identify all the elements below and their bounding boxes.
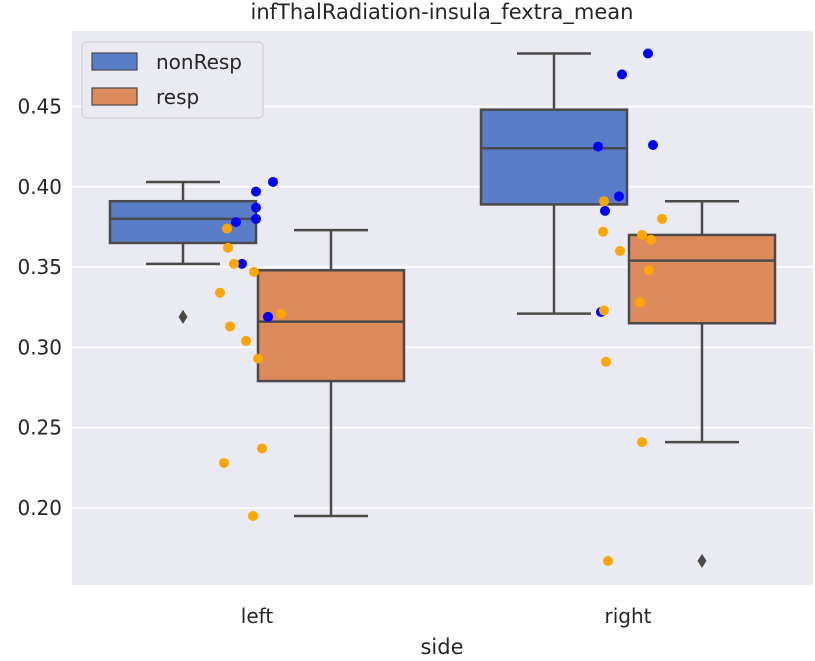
y-tick-label: 0.30 [17,335,62,359]
data-point-nonResp [251,202,261,213]
data-point-nonResp [614,191,624,202]
data-point-resp [219,457,229,468]
data-point-resp [249,266,259,277]
outlier-marker [178,309,188,324]
data-point-resp [598,226,608,237]
data-point-resp [615,245,625,256]
strip-points [215,48,667,566]
data-point-resp [637,229,647,240]
y-tick-label: 0.20 [17,496,62,520]
y-tick-label: 0.45 [17,94,62,118]
data-point-nonResp [648,140,658,151]
data-point-resp [241,335,251,346]
data-point-resp [646,234,656,245]
data-point-nonResp [268,176,278,187]
data-point-nonResp [643,48,653,59]
legend-swatch-resp [91,87,138,106]
data-point-resp [253,353,263,364]
x-tick-label: right [605,604,652,628]
x-axis-label: side [420,635,463,659]
legend: nonResp resp [81,41,264,119]
data-point-resp [223,242,233,253]
data-point-resp [222,223,232,234]
data-point-resp [215,287,225,298]
data-point-resp [603,555,613,566]
x-axis: left right [241,604,652,628]
y-tick-label: 0.40 [17,175,62,199]
y-tick-label: 0.25 [17,416,62,440]
data-point-resp [248,510,258,521]
data-point-resp [599,305,609,316]
data-point-nonResp [600,205,610,216]
box-body [479,108,629,206]
legend-label-nonresp: nonResp [156,50,242,74]
data-point-nonResp [251,213,261,224]
box-resp-left [256,228,406,518]
y-tick-label: 0.35 [17,255,62,279]
data-point-nonResp [251,186,261,197]
x-tick-label: left [241,604,274,628]
data-point-resp [276,308,286,319]
gridlines [72,105,813,509]
data-point-nonResp [237,258,247,269]
chart-title: infThalRadiation-insula_fextra_mean [251,0,634,25]
legend-swatch-nonresp [91,52,138,71]
data-point-resp [635,297,645,308]
data-point-resp [229,258,239,269]
data-point-resp [657,213,667,224]
box-nonResp-right [479,52,629,315]
data-point-nonResp [231,217,241,228]
box-body [256,269,406,383]
data-point-resp [644,265,654,276]
data-point-resp [225,321,235,332]
data-point-resp [599,196,609,207]
legend-label-resp: resp [156,85,199,109]
data-point-nonResp [617,69,627,80]
data-point-resp [601,356,611,367]
boxes [108,52,777,568]
data-point-nonResp [263,311,273,322]
box-body [627,233,777,325]
data-point-resp [637,437,647,448]
box-resp-right [627,199,777,568]
data-point-nonResp [593,141,603,152]
y-axis: 0.20 0.25 0.30 0.35 0.40 0.45 [17,94,62,519]
outlier-marker [697,553,707,568]
data-point-resp [257,443,267,454]
